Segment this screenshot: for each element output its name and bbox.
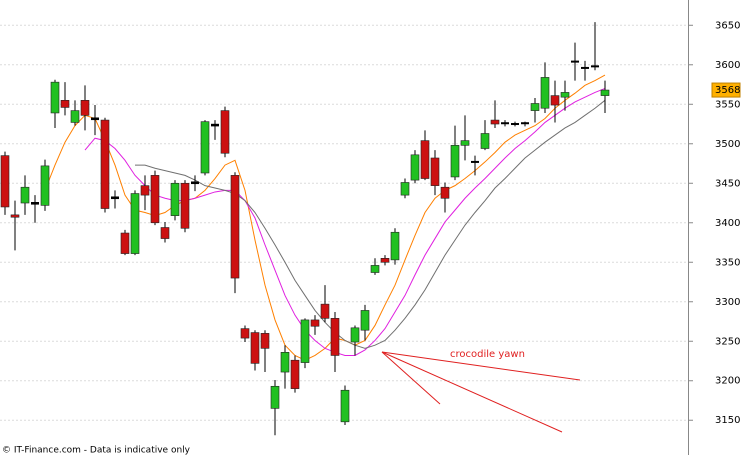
candle-body (220, 110, 230, 154)
candle-body (230, 175, 240, 279)
candle-body (0, 155, 10, 208)
last-price-label: 3568 (715, 85, 740, 96)
candle-body (450, 145, 460, 178)
candle-body (31, 202, 39, 205)
candle-body (240, 328, 250, 339)
candle-body (100, 119, 110, 209)
candle-body (530, 103, 540, 111)
candle-body (410, 154, 420, 181)
candle-body (211, 123, 219, 127)
y-tick-label: 3350 (715, 257, 740, 268)
candle-body (501, 122, 509, 125)
candle-body (340, 389, 350, 423)
candle-body (120, 232, 130, 254)
candle-body (581, 66, 589, 69)
candle-body (600, 89, 610, 96)
candle-body (270, 385, 280, 409)
candle-body (511, 123, 519, 126)
y-tick-label: 3200 (715, 376, 740, 387)
y-tick-label: 3600 (715, 60, 740, 71)
y-tick-label: 3400 (715, 218, 740, 229)
annotation-arrows (381, 351, 581, 433)
y-tick-label: 3150 (715, 415, 740, 426)
candle-body (370, 265, 380, 273)
candle-body (91, 117, 99, 121)
candle-body (111, 196, 119, 200)
y-tick-label: 3550 (715, 99, 740, 110)
candle-body (330, 318, 340, 356)
candle-body (440, 186, 450, 199)
candle-body (540, 77, 550, 109)
candle-body (20, 186, 30, 204)
y-tick-label: 3650 (715, 20, 740, 31)
candle-body (140, 185, 150, 196)
arrow-line (381, 351, 441, 405)
candle-body (380, 258, 390, 263)
arrow-line (381, 351, 563, 433)
candle-body (260, 333, 270, 349)
footer: © IT-Finance.com - Data is indicative on… (2, 446, 191, 455)
candle-body (170, 182, 180, 216)
candle-body (160, 227, 170, 239)
candle-body (560, 92, 570, 98)
y-tick-label: 3450 (715, 178, 740, 189)
candle-body (360, 310, 370, 331)
candle-body (280, 352, 290, 373)
candle-body (60, 100, 70, 108)
candle-body (420, 140, 430, 179)
candle-body (80, 100, 90, 116)
candle-body (550, 95, 560, 106)
arrow-line (381, 351, 581, 381)
candle-body (50, 81, 60, 114)
candle-body (460, 140, 470, 146)
candle-body (180, 182, 190, 229)
last-price-box (711, 82, 741, 98)
candle-body (320, 303, 330, 319)
candle-body (471, 160, 479, 163)
candle-body (130, 193, 140, 254)
candle-body (150, 175, 160, 224)
grid (0, 24, 688, 421)
candle-body (521, 122, 529, 125)
candle-body (250, 332, 260, 364)
candle-body (490, 119, 500, 125)
y-axis: 3150 3200 3250 3300 3350 3400 3450 3500 3550 3600… (688, 20, 741, 426)
candle-body (191, 181, 199, 185)
candle-body (430, 157, 440, 186)
candle-body (200, 121, 210, 174)
y-tick-label: 3500 (715, 139, 740, 150)
y-tick-label: 3300 (715, 297, 740, 308)
y-tick-label: 3250 (715, 336, 740, 347)
moving-average-line (135, 99, 606, 349)
candle-body (480, 133, 490, 149)
candle-body (10, 214, 20, 218)
candle-body (310, 319, 320, 327)
candle-body (300, 319, 310, 363)
candle-body (571, 60, 579, 63)
candle-body (350, 327, 360, 343)
candle-body (40, 165, 50, 206)
candle-body (70, 110, 80, 123)
candle-body (290, 359, 300, 389)
candle-body (591, 65, 599, 68)
candle-body (390, 231, 400, 261)
annotation: crocodile yawn (450, 349, 525, 360)
candle-body (400, 182, 410, 196)
candles (0, 22, 610, 436)
